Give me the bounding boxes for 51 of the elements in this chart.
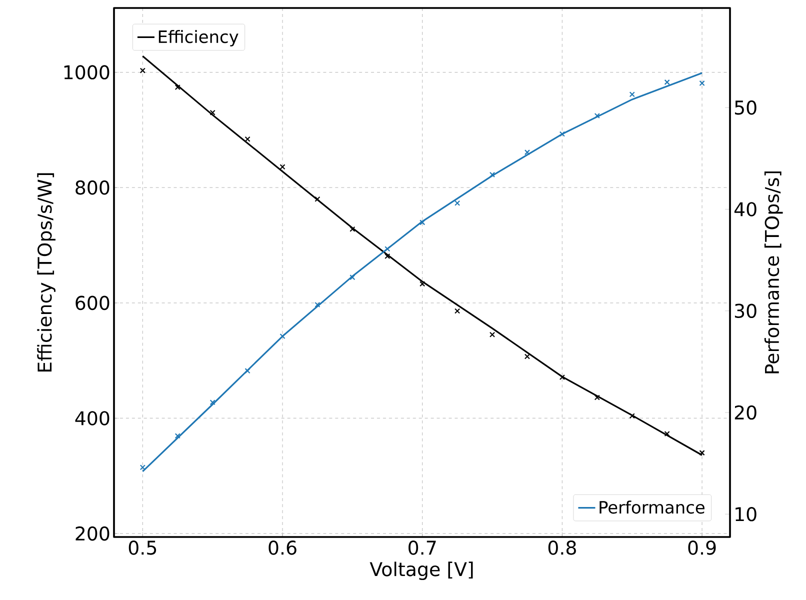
point (420, 281, 426, 287)
point (350, 274, 356, 280)
point (350, 226, 356, 232)
point (420, 220, 426, 226)
x-tick-label: 0.8 (548, 540, 576, 555)
point (384, 253, 390, 260)
point (140, 68, 146, 74)
y2-tick-label: 10 (736, 506, 756, 522)
y2-tick-label: 30 (734, 304, 756, 318)
x-tick-label: 0.7 (408, 540, 436, 555)
point (524, 354, 530, 360)
x-axis-title: Voltage [V] (370, 562, 473, 580)
point (664, 79, 670, 85)
point (384, 246, 390, 252)
point (559, 131, 566, 137)
x-tick-label: 0.5 (128, 540, 156, 555)
point (664, 430, 670, 437)
y2-axis-title: Performance [TOps/s] (764, 171, 783, 374)
legend-label: Performance (600, 500, 704, 514)
y2-tick-label: 20 (734, 405, 756, 420)
y-tick-label: 400 (75, 411, 110, 426)
point (699, 80, 705, 86)
y-tick-label: 600 (76, 296, 110, 310)
y-tick-label: 200 (76, 526, 110, 541)
point (244, 368, 250, 374)
point (594, 394, 600, 400)
point (314, 196, 320, 202)
point (629, 92, 635, 98)
point (454, 200, 460, 206)
point (594, 112, 600, 119)
y2-tick-label: 50 (734, 100, 756, 115)
y-tick-label: 800 (76, 180, 110, 195)
x-tick-label: 0.6 (268, 540, 296, 555)
point (174, 84, 180, 90)
point (559, 374, 565, 380)
point (489, 332, 496, 338)
point (454, 308, 460, 314)
point (314, 302, 320, 308)
point (210, 400, 216, 406)
point (629, 413, 635, 419)
y-axis-title: Efficiency [TOps/s/W] (37, 173, 56, 372)
point (524, 150, 530, 156)
point (280, 164, 286, 170)
point (210, 110, 216, 116)
y-tick-label: 1000 (64, 65, 110, 80)
point (174, 433, 180, 439)
x-tick-label: 0.9 (688, 540, 716, 555)
y2-tick-label: 40 (734, 202, 756, 216)
legend-label: Efficiency (158, 30, 238, 46)
point (489, 172, 496, 178)
point (244, 136, 250, 142)
